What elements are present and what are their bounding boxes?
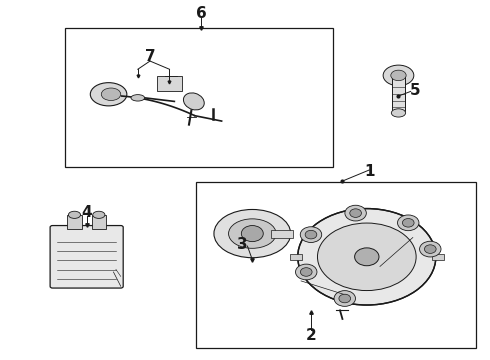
Ellipse shape <box>383 65 414 86</box>
Ellipse shape <box>93 211 105 219</box>
Ellipse shape <box>318 223 416 291</box>
Ellipse shape <box>298 208 436 305</box>
Circle shape <box>397 215 419 231</box>
Bar <box>392 73 405 111</box>
Ellipse shape <box>214 210 291 258</box>
Text: 5: 5 <box>410 83 421 98</box>
Ellipse shape <box>90 83 127 106</box>
Text: 3: 3 <box>237 237 248 252</box>
Ellipse shape <box>69 211 80 219</box>
Bar <box>157 76 182 91</box>
Text: 4: 4 <box>81 204 92 220</box>
Circle shape <box>300 268 312 276</box>
Circle shape <box>295 264 317 280</box>
Circle shape <box>334 291 355 306</box>
Ellipse shape <box>101 88 121 100</box>
Text: 1: 1 <box>364 163 374 179</box>
Circle shape <box>305 230 317 239</box>
Circle shape <box>419 241 441 257</box>
Text: 2: 2 <box>305 328 316 343</box>
Ellipse shape <box>228 219 276 248</box>
Bar <box>67 215 82 229</box>
Bar <box>290 254 302 260</box>
Circle shape <box>350 209 362 217</box>
FancyBboxPatch shape <box>50 226 123 288</box>
Ellipse shape <box>183 93 204 110</box>
Ellipse shape <box>392 109 406 117</box>
Text: 6: 6 <box>196 6 206 21</box>
Bar <box>432 254 443 260</box>
Circle shape <box>345 205 367 221</box>
Bar <box>92 215 106 229</box>
Ellipse shape <box>131 95 145 101</box>
Circle shape <box>242 226 263 242</box>
Circle shape <box>339 294 351 303</box>
Circle shape <box>402 219 414 227</box>
Circle shape <box>424 245 436 253</box>
Text: 7: 7 <box>145 49 155 64</box>
Bar <box>270 230 293 238</box>
Ellipse shape <box>391 70 406 81</box>
Circle shape <box>355 248 379 266</box>
Bar <box>65 28 333 167</box>
Bar <box>196 182 476 348</box>
Circle shape <box>300 227 322 243</box>
